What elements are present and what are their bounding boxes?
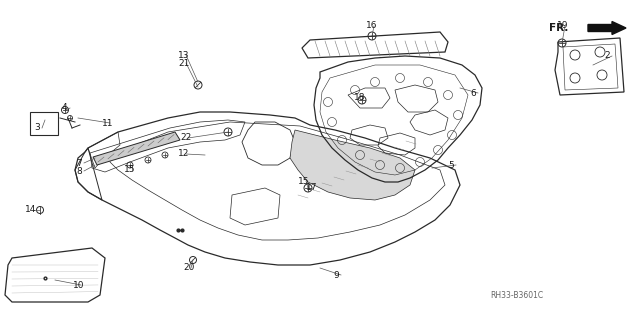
- Text: 14: 14: [25, 205, 36, 214]
- Text: 3: 3: [34, 123, 40, 132]
- Polygon shape: [93, 132, 180, 165]
- Text: 11: 11: [102, 118, 113, 128]
- Text: 2: 2: [604, 51, 610, 61]
- Text: 17: 17: [306, 183, 317, 192]
- Text: 5: 5: [448, 160, 454, 169]
- Polygon shape: [290, 130, 415, 200]
- Text: 16: 16: [366, 21, 378, 31]
- Text: 9: 9: [333, 271, 339, 279]
- Text: 15: 15: [298, 176, 310, 186]
- FancyArrow shape: [588, 21, 626, 34]
- Text: 21: 21: [178, 58, 189, 68]
- Text: 12: 12: [178, 150, 189, 159]
- Text: 15: 15: [124, 166, 136, 174]
- Text: RH33-B3601C: RH33-B3601C: [490, 292, 543, 300]
- Text: 8: 8: [76, 167, 82, 175]
- Text: FR.: FR.: [548, 23, 568, 33]
- Text: 18: 18: [354, 93, 365, 102]
- Text: 4: 4: [62, 103, 68, 113]
- Text: 10: 10: [73, 280, 84, 290]
- Text: 6: 6: [470, 88, 476, 98]
- Text: 7: 7: [76, 159, 82, 167]
- Text: 13: 13: [178, 50, 189, 60]
- Text: 20: 20: [183, 263, 195, 272]
- Text: 19: 19: [557, 21, 568, 31]
- Text: 22: 22: [180, 133, 191, 143]
